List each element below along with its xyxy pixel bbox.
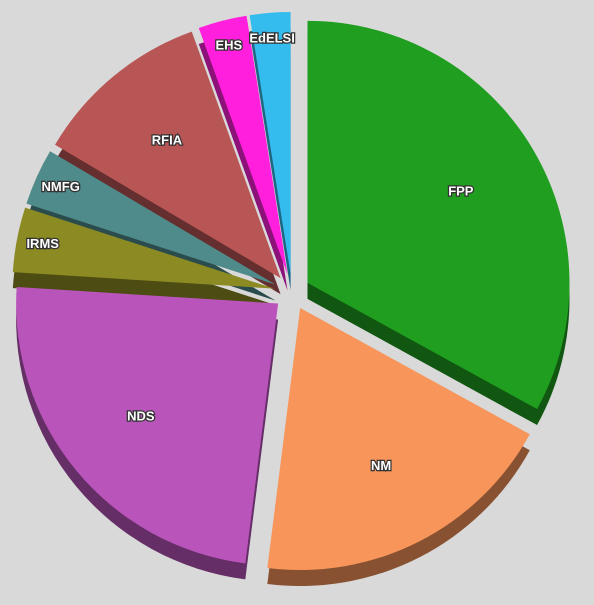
slice-label: RFIA (152, 132, 183, 147)
slice (16, 287, 279, 564)
slice (55, 31, 281, 279)
slice-label: FPP (448, 184, 474, 199)
slice-label: NM (371, 458, 391, 473)
slice (26, 151, 276, 285)
slice (249, 12, 291, 275)
slice-label: NMFG (42, 179, 80, 194)
slice (12, 207, 275, 289)
slice-label: EdELSI (249, 30, 295, 45)
slice-label: EHS (216, 38, 243, 53)
slice (267, 308, 530, 571)
slice-label: IRMS (26, 236, 59, 251)
slice (307, 20, 570, 410)
slice-label: NDS (127, 408, 155, 423)
slice (198, 15, 288, 275)
slice-depth (198, 31, 288, 291)
